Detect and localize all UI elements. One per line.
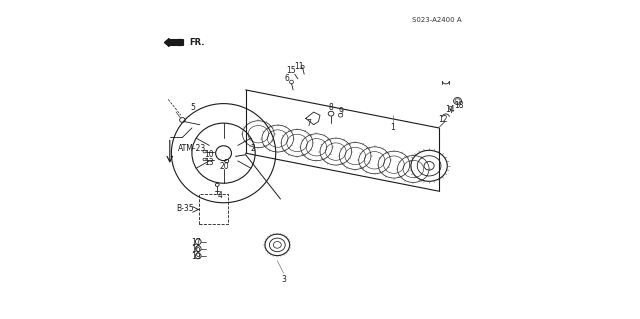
Text: 20: 20 [220, 162, 229, 171]
Text: B-35: B-35 [176, 204, 193, 213]
Text: 14: 14 [445, 105, 455, 114]
FancyArrow shape [164, 39, 184, 47]
Text: 17: 17 [191, 238, 201, 247]
Text: 18: 18 [454, 100, 463, 110]
Text: 8: 8 [329, 103, 333, 112]
Text: 5: 5 [191, 103, 195, 112]
Text: 4: 4 [218, 191, 223, 200]
Text: 15: 15 [286, 66, 296, 76]
Text: 19: 19 [191, 252, 201, 261]
Text: 7: 7 [307, 119, 312, 128]
Text: 9: 9 [339, 107, 344, 115]
Text: ATM-23: ATM-23 [179, 144, 207, 153]
Text: 16: 16 [191, 245, 201, 255]
Text: 10: 10 [204, 150, 214, 159]
Text: 2: 2 [250, 144, 255, 153]
Text: 3: 3 [281, 275, 286, 284]
Text: 12: 12 [438, 115, 447, 124]
Text: 13: 13 [204, 158, 214, 167]
Text: 11: 11 [294, 62, 304, 71]
Text: FR.: FR. [189, 38, 204, 47]
Text: S023-A2400 A: S023-A2400 A [412, 17, 462, 23]
Text: 1: 1 [390, 123, 395, 132]
Text: 6: 6 [285, 74, 290, 83]
